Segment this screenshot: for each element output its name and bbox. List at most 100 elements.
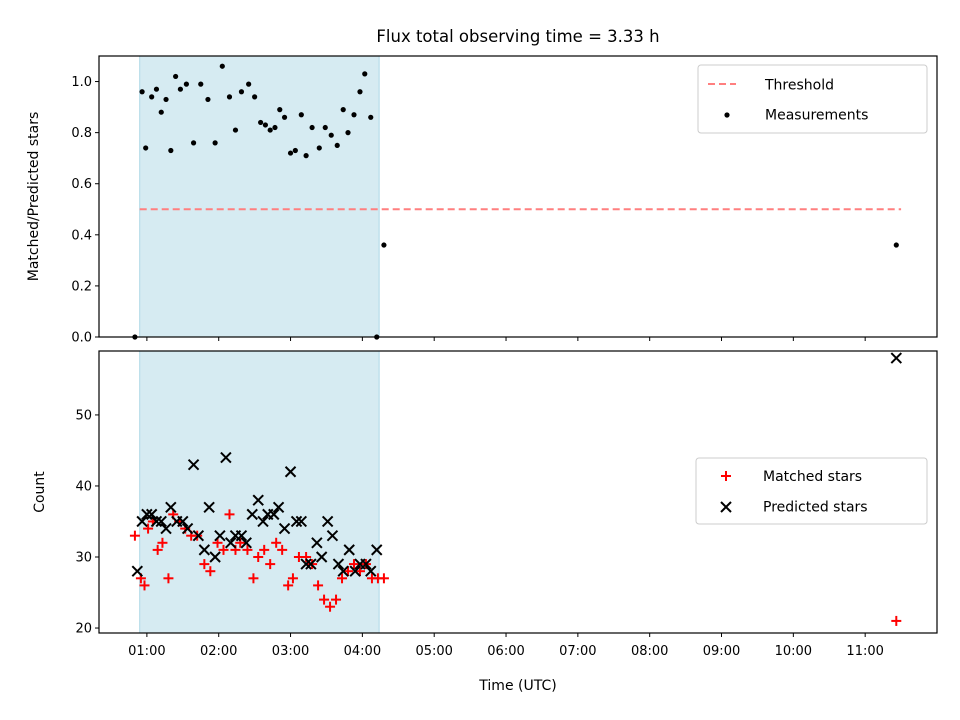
predicted-star-point [371, 544, 383, 556]
predicted-star-point [305, 558, 317, 570]
matched-star-point [129, 530, 140, 541]
matched-star-point [163, 573, 174, 584]
top-x-ticks [146, 337, 866, 341]
matched-star-point [224, 509, 235, 520]
legend-predicted-label: Predicted stars [763, 500, 868, 516]
cross-stroke [181, 522, 194, 535]
cross-stroke [192, 529, 205, 542]
bottom-observing-span [139, 350, 380, 634]
matched-star-point [319, 594, 330, 605]
predicted-star-point [150, 515, 163, 528]
x-tick-label: 01:00 [128, 644, 165, 659]
y-tick-label: 1.0 [71, 75, 92, 90]
cross-stroke [155, 515, 167, 528]
x-tick-label: 07:00 [559, 644, 596, 659]
cross-stroke [290, 515, 303, 528]
matched-star-point [378, 573, 389, 584]
cross-stroke [177, 515, 189, 528]
measurement-point [139, 89, 145, 95]
measurement-point [303, 153, 309, 159]
measurement-point [272, 124, 278, 131]
predicted-star-point [187, 458, 200, 471]
measurement-point [238, 89, 245, 95]
measurement-point [345, 130, 351, 136]
predicted-star-point [181, 522, 194, 535]
predicted-star-point [311, 537, 323, 549]
predicted-star-point [365, 565, 377, 577]
measurement-point [893, 242, 899, 248]
x-tick-label: 10:00 [775, 644, 812, 659]
cross-stroke [131, 565, 144, 577]
measurement-point [252, 94, 258, 100]
cross-stroke [203, 501, 215, 513]
y-tick-label: 0.0 [71, 331, 92, 346]
y-tick-label: 20 [75, 622, 92, 637]
measurement-point [309, 124, 315, 131]
measurement-point [205, 96, 211, 103]
predicted-star-point [321, 515, 334, 528]
matched-star-point [283, 580, 294, 591]
x-tick-label: 03:00 [272, 644, 309, 659]
legend-plus-marker [721, 471, 731, 481]
predicted-star-point [326, 529, 339, 542]
cross-stroke [214, 529, 226, 542]
cross-stroke [235, 529, 248, 542]
x-tick-label: 11:00 [846, 644, 883, 659]
predicted-star-point [160, 522, 172, 535]
legend-threshold-label: Threshold [764, 78, 834, 94]
predicted-star-point [284, 466, 297, 478]
measurement-point [281, 114, 288, 120]
bottom-axes-frame [98, 350, 938, 634]
cross-stroke [360, 558, 372, 570]
measurement-point [153, 86, 160, 92]
measurement-point [177, 86, 184, 92]
cross-stroke [198, 544, 211, 556]
cross-stroke [268, 508, 280, 521]
cross-stroke [141, 508, 153, 521]
predicted-star-point [165, 501, 177, 513]
measurement-point [232, 127, 239, 133]
cross-stroke [311, 537, 323, 549]
predicted-star-point [290, 515, 303, 528]
predicted-star-point [145, 508, 158, 521]
top-y-axis-label: Matched/Predicted stars [26, 112, 42, 282]
measurement-point [212, 140, 218, 146]
predicted-star-point [141, 508, 153, 521]
cross-stroke [224, 537, 237, 549]
predicted-star-point [209, 551, 221, 563]
predicted-star-point [332, 558, 345, 570]
top-observing-span [139, 55, 380, 338]
cross-stroke [305, 558, 317, 570]
x-tick-label: 08:00 [631, 644, 668, 659]
y-tick-label: 40 [75, 479, 92, 494]
matched-star-point [143, 523, 154, 534]
y-tick-label: 0.4 [71, 228, 92, 243]
x-axis-label: Time (UTC) [478, 678, 556, 694]
cross-stroke [284, 466, 297, 478]
measurement-point [183, 81, 189, 87]
matched-star-point [348, 559, 359, 570]
matched-star-point [277, 544, 288, 555]
y-tick-label: 0.6 [71, 177, 92, 192]
x-tick-label: 06:00 [487, 644, 524, 659]
matched-star-point [139, 580, 150, 591]
cross-stroke [321, 515, 334, 528]
predicted-star-point [240, 537, 252, 549]
cross-stroke [371, 544, 383, 556]
y-tick-label: 50 [75, 408, 92, 423]
cross-stroke [720, 501, 732, 513]
measurement-point [258, 119, 264, 126]
measurement-point [328, 132, 334, 138]
legend-measurements-swatch [724, 112, 730, 118]
matched-star-point [354, 566, 365, 577]
cross-stroke [300, 558, 312, 570]
cross-stroke [136, 515, 148, 528]
predicted-star-point [235, 529, 248, 542]
x-tick-label: 09:00 [703, 644, 740, 659]
cross-stroke [220, 451, 232, 464]
predicted-star-point [300, 558, 312, 570]
matched-star-point [287, 573, 298, 584]
bottom-x-ticks: 01:00 02:00 03:00 04:00 05:00 06:00 07:00 08:00… [128, 633, 884, 659]
predicted-star-point [155, 515, 167, 528]
